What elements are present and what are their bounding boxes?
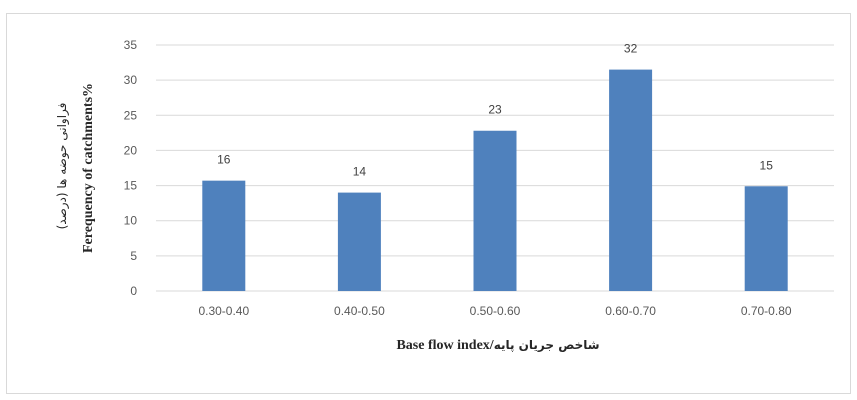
x-axis-title-en: Base flow index/ [396, 338, 494, 353]
bar [202, 180, 246, 291]
x-axis-title-fa: شاخص جریان پایه [494, 338, 600, 352]
bar [337, 192, 381, 291]
y-tick-label: 25 [124, 108, 138, 122]
data-label: 14 [353, 165, 367, 179]
data-label: 23 [488, 103, 502, 117]
y-axis-title-fa: فراوانی حوضه ها (درصد) [55, 103, 70, 230]
x-tick-label: 0.30-0.40 [198, 304, 249, 318]
data-label: 15 [760, 158, 774, 172]
data-label: 32 [624, 42, 638, 56]
x-tick-label: 0.70-0.80 [741, 304, 792, 318]
bars [202, 69, 788, 291]
x-axis-title: Base flow index/شاخص جریان پایه [396, 338, 599, 353]
y-tick-label: 0 [130, 284, 137, 298]
y-axis-title-en: Ferequency of catchments% [81, 83, 96, 253]
bar [744, 186, 788, 291]
data-label: 16 [217, 153, 231, 167]
x-tick-label: 0.60-0.70 [605, 304, 656, 318]
y-tick-label: 20 [124, 143, 138, 157]
y-tick-label: 10 [124, 214, 138, 228]
y-tick-label: 30 [124, 73, 138, 87]
bar [609, 69, 653, 291]
x-tick-label: 0.50-0.60 [470, 304, 521, 318]
bar [473, 130, 517, 291]
data-labels: 16 14 23 32 15 [217, 42, 773, 179]
y-tick-label: 15 [124, 179, 138, 193]
y-tick-label: 35 [124, 38, 138, 52]
chart-frame [6, 13, 851, 394]
y-tick-labels: 0 5 10 15 20 25 30 35 [124, 38, 138, 298]
y-tick-label: 5 [130, 249, 137, 263]
x-tick-labels: 0.30-0.40 0.40-0.50 0.50-0.60 0.60-0.70 0.70… [198, 304, 791, 318]
x-tick-label: 0.40-0.50 [334, 304, 385, 318]
